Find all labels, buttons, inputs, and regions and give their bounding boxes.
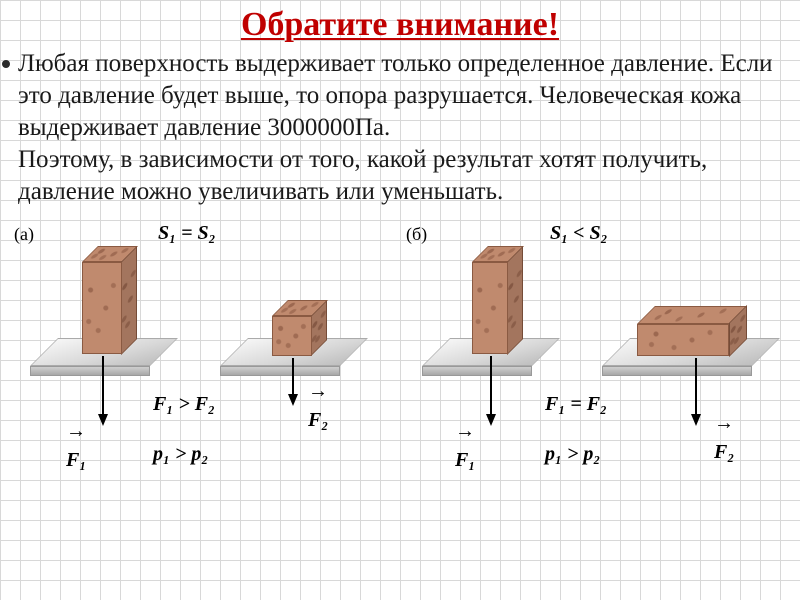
table-edge bbox=[602, 366, 752, 376]
slide-title: Обратите внимание! bbox=[0, 0, 800, 44]
table-edge bbox=[422, 366, 532, 376]
arrow-head-icon bbox=[486, 414, 496, 426]
force-arrow bbox=[490, 356, 492, 416]
panel-a-p-relation: p₁ > p₂ bbox=[153, 443, 208, 466]
panel-a-f1: →F₁ bbox=[66, 426, 86, 472]
table-edge bbox=[220, 366, 340, 376]
force-arrow bbox=[695, 358, 697, 416]
panel-b-f2: →F₂ bbox=[714, 418, 734, 464]
panel-b-s-relation: S₁ < S₂ bbox=[550, 222, 608, 245]
panel-a-s-relation: S₁ = S₂ bbox=[158, 222, 216, 245]
force-arrow bbox=[292, 358, 294, 396]
body-paragraph: Любая поверхность выдерживает только опр… bbox=[0, 44, 800, 208]
arrow-head-icon bbox=[691, 414, 701, 426]
panel-a-f2: →F₂ bbox=[308, 386, 328, 432]
panel-a: (а) S₁ = S₂ →F₁ →F₂ F₁ > F₂ p₁ > p₂ bbox=[8, 218, 400, 498]
panel-b-f1: →F₁ bbox=[455, 426, 475, 472]
bullet-icon bbox=[2, 60, 10, 68]
panel-a-f-relation: F₁ > F₂ bbox=[153, 393, 215, 416]
panel-a-label: (а) bbox=[14, 224, 34, 245]
panel-b-p-relation: p₁ > p₂ bbox=[545, 443, 600, 466]
arrow-head-icon bbox=[98, 414, 108, 426]
panel-b-label: (б) bbox=[406, 224, 427, 245]
diagram-row: (а) S₁ = S₂ →F₁ →F₂ F₁ > F₂ p₁ > p₂ bbox=[0, 208, 800, 498]
arrow-head-icon bbox=[288, 394, 298, 406]
panel-b-f-relation: F₁ = F₂ bbox=[545, 393, 607, 416]
panel-b: (б) S₁ < S₂ →F₁ →F₂ F₁ = F₂ p₁ > p₂ bbox=[400, 218, 792, 498]
table-edge bbox=[30, 366, 150, 376]
body-content: Любая поверхность выдерживает только опр… bbox=[18, 50, 773, 205]
force-arrow bbox=[102, 356, 104, 416]
